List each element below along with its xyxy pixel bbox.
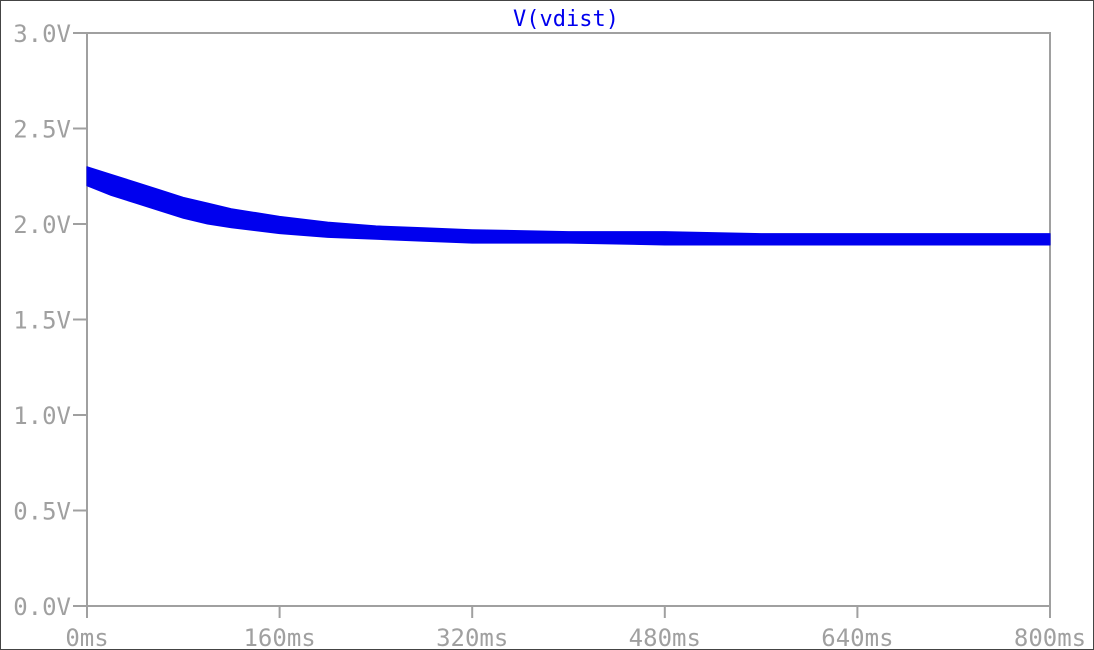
y-tick-label: 3.0V	[13, 20, 71, 48]
y-tick-label: 1.5V	[13, 307, 71, 335]
x-tick-label: 160ms	[243, 624, 315, 650]
x-axis: 0ms 160ms 320ms 480ms 640ms 800ms	[65, 606, 1086, 650]
series-title: V(vdist)	[513, 7, 619, 32]
y-tick-label: 0.0V	[13, 593, 71, 621]
x-tick-label: 0ms	[65, 624, 108, 650]
x-tick-label: 640ms	[821, 624, 893, 650]
y-tick-label: 0.5V	[13, 498, 71, 526]
x-tick-label: 480ms	[629, 624, 701, 650]
y-tick-label: 2.0V	[13, 211, 71, 239]
x-tick-label: 800ms	[1014, 624, 1086, 650]
x-tick-label: 320ms	[436, 624, 508, 650]
plot-border	[86, 32, 1051, 607]
series-line-vdist	[86, 166, 1051, 246]
y-axis: 0.0V 0.5V 1.0V 1.5V 2.0V 2.5V 3.0V	[13, 20, 87, 621]
y-tick-label: 1.0V	[13, 402, 71, 430]
y-tick-label: 2.5V	[13, 116, 71, 144]
plot-area	[86, 32, 1051, 607]
